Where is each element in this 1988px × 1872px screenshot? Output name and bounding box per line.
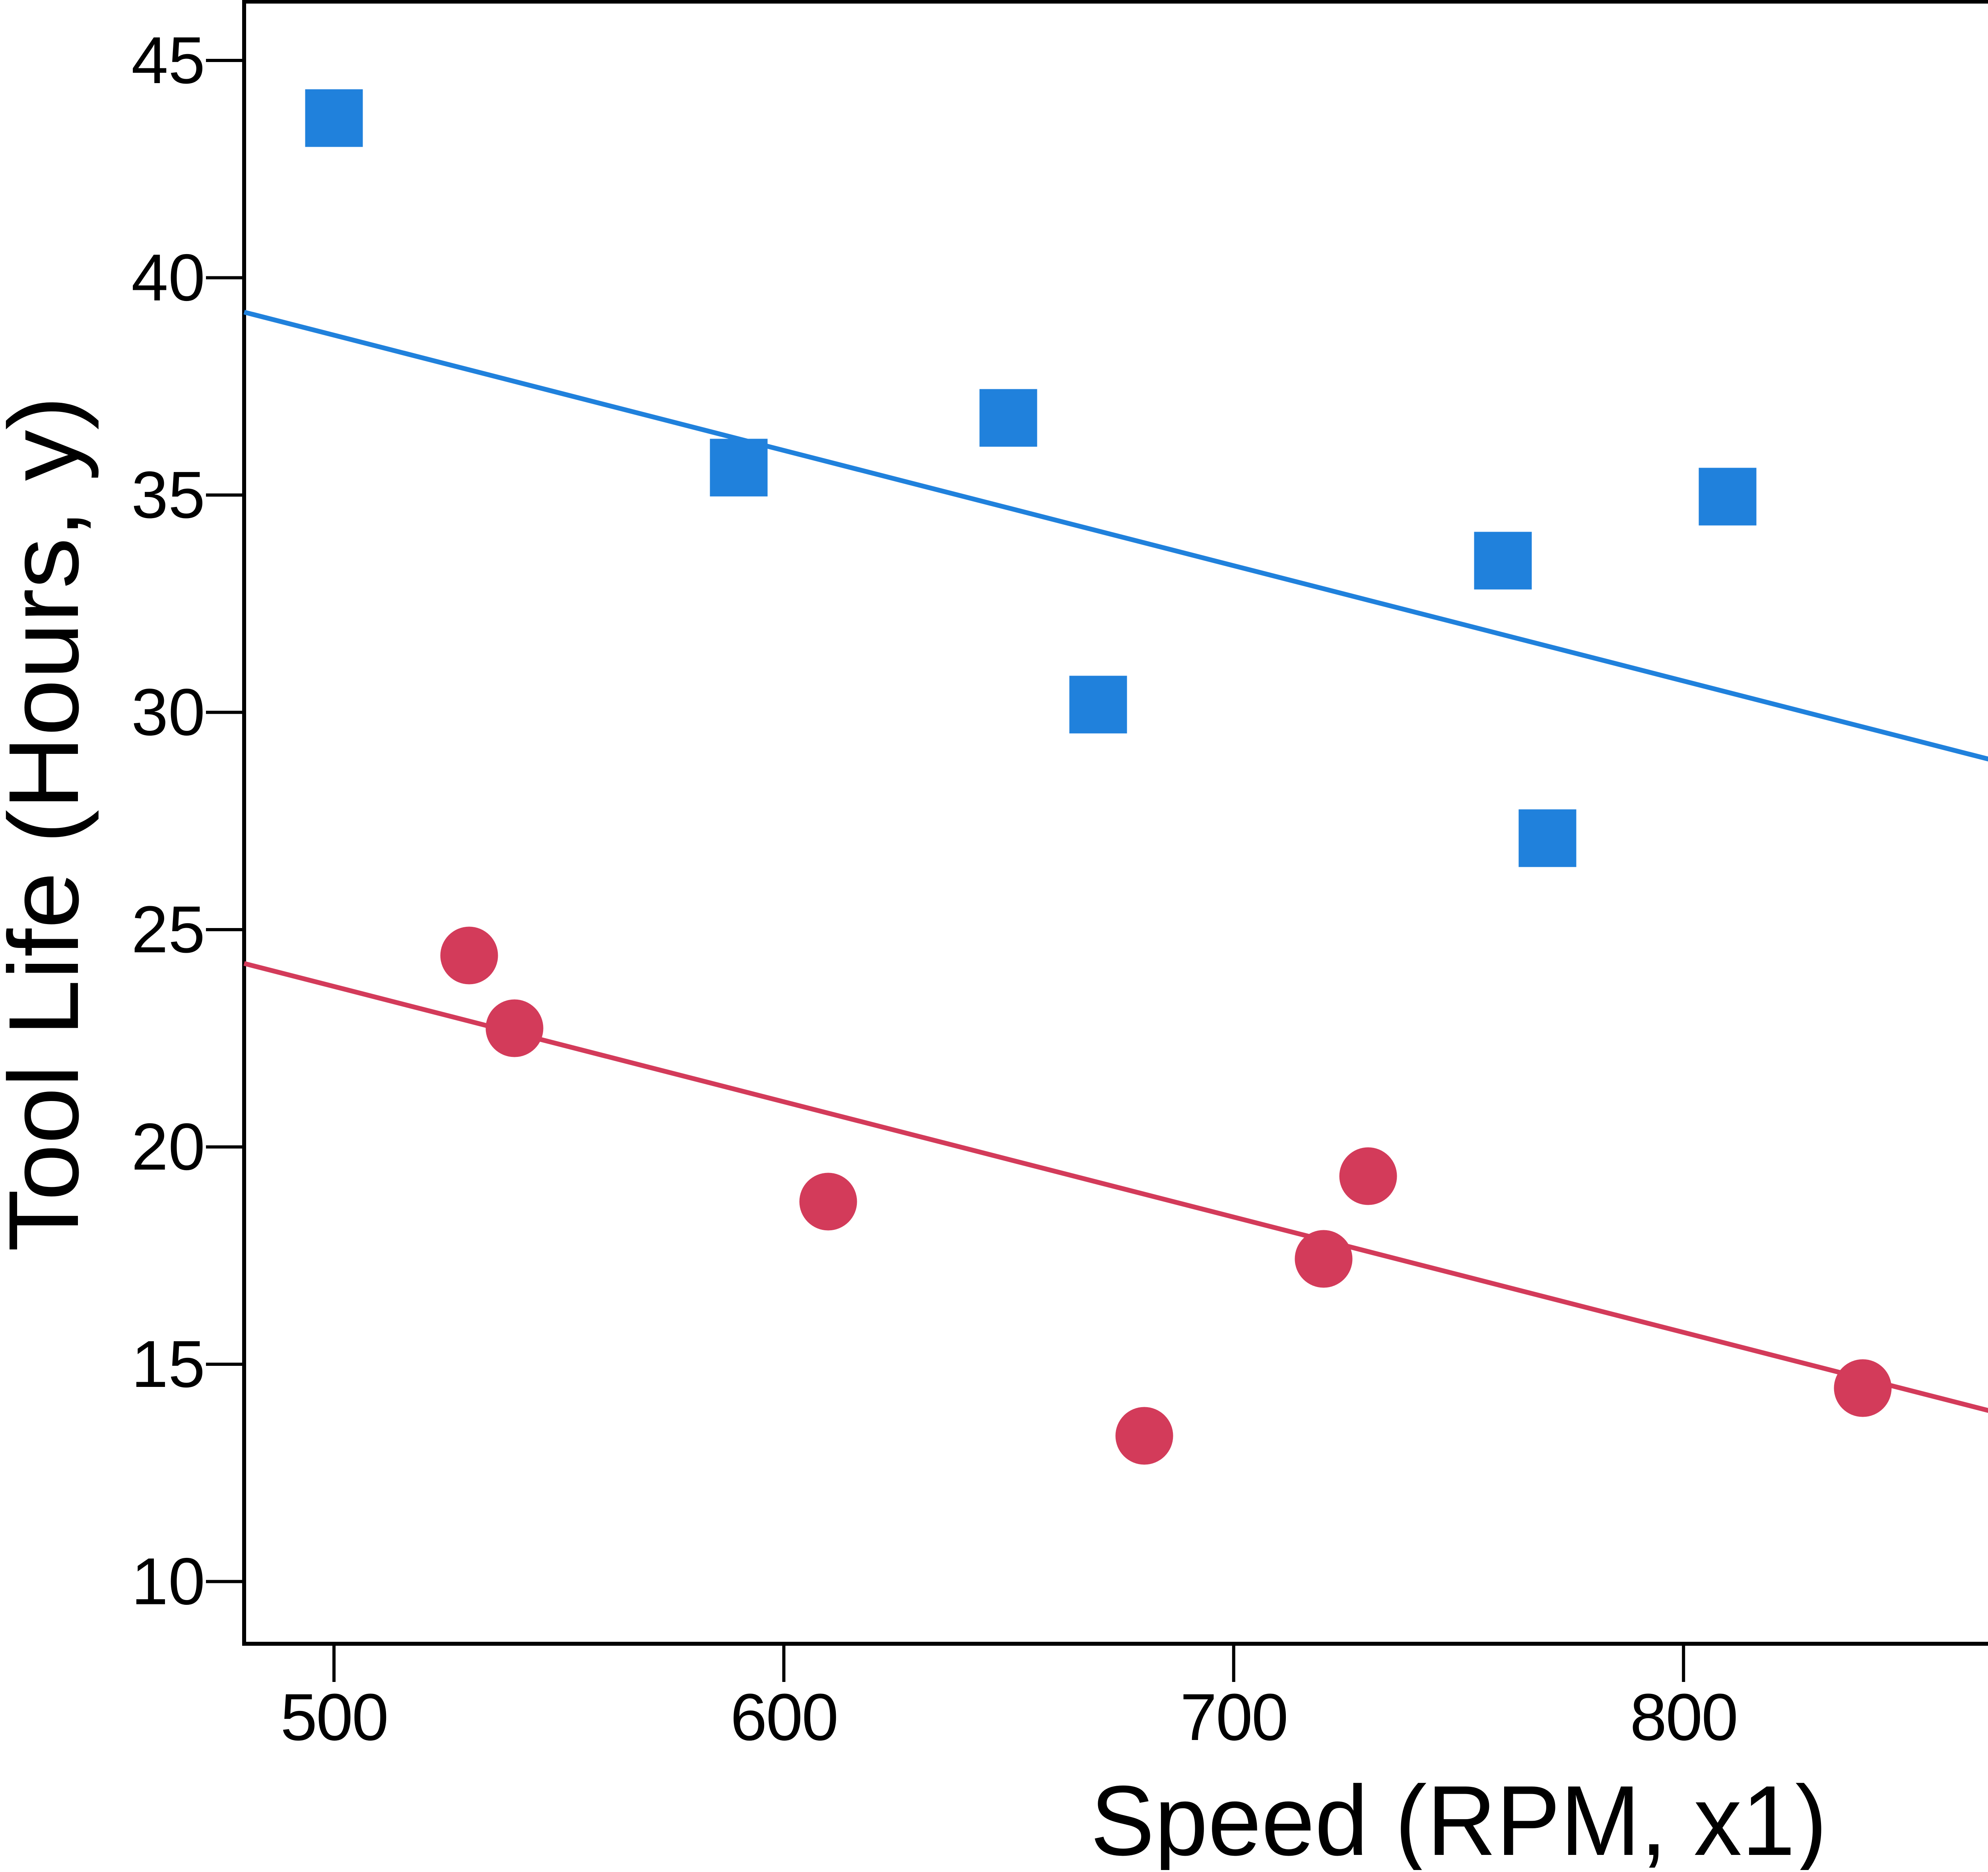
svg-text:45: 45 xyxy=(131,23,205,97)
svg-text:Speed (RPM, x1): Speed (RPM, x1) xyxy=(1091,1765,1827,1870)
svg-text:500: 500 xyxy=(280,1680,388,1754)
svg-text:35: 35 xyxy=(131,458,205,532)
svg-text:20: 20 xyxy=(131,1110,205,1184)
svg-text:800: 800 xyxy=(1630,1680,1737,1754)
svg-text:600: 600 xyxy=(730,1680,838,1754)
svg-text:40: 40 xyxy=(131,241,205,315)
svg-text:Tool Life (Hours, y): Tool Life (Hours, y) xyxy=(0,396,99,1252)
svg-text:25: 25 xyxy=(131,893,205,967)
svg-text:30: 30 xyxy=(131,676,205,750)
svg-text:700: 700 xyxy=(1180,1680,1287,1754)
svg-text:10: 10 xyxy=(131,1545,205,1619)
svg-text:15: 15 xyxy=(131,1327,205,1401)
